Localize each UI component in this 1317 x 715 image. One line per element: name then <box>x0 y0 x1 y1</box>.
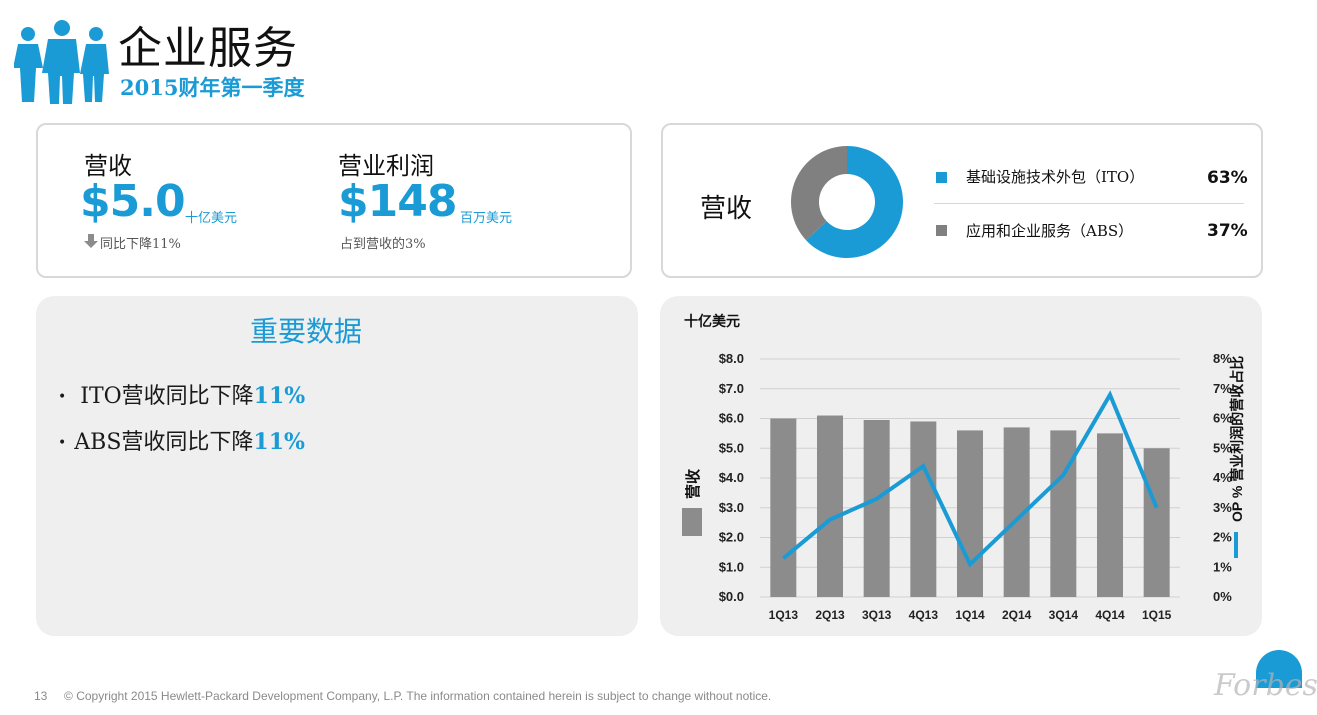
right-axis-label: OP % 营业利润的营收占比 <box>1229 356 1245 522</box>
people-icon <box>14 20 109 104</box>
legend-pct-ito: 63% <box>1207 168 1248 188</box>
x-tick-label: 3Q13 <box>862 608 892 622</box>
donut-slice-abs <box>791 146 847 241</box>
x-tick-label: 4Q14 <box>1095 608 1125 622</box>
operating-profit-label: 营业利润 <box>338 152 434 180</box>
bar <box>910 421 937 597</box>
bar <box>1097 433 1123 597</box>
donut-slice-ito <box>806 146 903 258</box>
bullet-dot: • <box>58 389 67 405</box>
y-tick-label-left: $4.0 <box>719 470 744 485</box>
legend-swatch-ito <box>936 172 947 183</box>
legend-swatch-abs <box>936 225 947 236</box>
bar <box>863 419 890 597</box>
revenue-label: 营收 <box>84 152 132 180</box>
page-title: 企业服务 <box>118 23 298 74</box>
revenue-mix-donut <box>791 146 903 258</box>
y-tick-label-right: 7% <box>1213 381 1232 396</box>
x-tick-label: 2Q13 <box>815 608 845 622</box>
legend-label-abs: 应用和企业服务（ABS） <box>966 222 1134 240</box>
y-tick-label-right: 6% <box>1213 411 1232 426</box>
revenue-unit: 十亿美元 <box>185 211 238 226</box>
bullet-dot: • <box>58 435 67 451</box>
y-tick-label-right: 5% <box>1213 440 1232 455</box>
highlights-title: 重要数据 <box>250 315 363 348</box>
highlight-text: ITO营收同比下降 <box>80 384 254 409</box>
bar <box>817 415 843 597</box>
highlights-panel <box>36 296 638 636</box>
y-tick-label-right: 2% <box>1213 530 1232 545</box>
left-axis-legend-swatch <box>682 508 702 536</box>
y-tick-label-right: 4% <box>1213 470 1232 485</box>
bar <box>957 430 983 597</box>
bar <box>770 418 797 597</box>
y-tick-label-left: $2.0 <box>719 530 744 545</box>
operating-profit-value: $148 <box>338 176 457 227</box>
y-tick-label-left: $1.0 <box>719 559 744 574</box>
y-tick-label-right: 8% <box>1213 351 1232 366</box>
highlight-item-ito: • ITO营收同比下降11% <box>58 378 305 410</box>
op-line <box>782 390 1159 568</box>
legend-divider <box>934 203 1244 204</box>
operating-profit-unit: 百万美元 <box>460 211 513 226</box>
down-arrow-icon <box>84 233 98 248</box>
y-tick-label-left: $0.0 <box>719 589 744 604</box>
highlight-text: ABS营收同比下降 <box>74 430 254 455</box>
page-subtitle: 2015财年第一季度 <box>120 75 305 100</box>
forbes-watermark: Forbes <box>1214 668 1317 703</box>
y-tick-label-right: 3% <box>1213 500 1232 515</box>
revenue-mix-panel <box>661 123 1263 278</box>
bar <box>1143 448 1170 597</box>
y-tick-label-right: 0% <box>1213 589 1232 604</box>
y-tick-label-left: $5.0 <box>719 440 744 455</box>
revenue-mix-label: 营收 <box>700 194 753 224</box>
legend-label-ito: 基础设施技术外包（ITO） <box>966 168 1145 186</box>
right-axis-legend-swatch <box>1234 532 1238 558</box>
revenue-value: $5.0 <box>80 176 186 227</box>
x-tick-label: 4Q13 <box>909 608 939 622</box>
y-tick-label-left: $3.0 <box>719 500 744 515</box>
page-number: 13 <box>34 689 48 703</box>
revenue-op-chart: $0.0 $1.0 $2.0 $3.0 $4.0 $5.0 $6.0 $7.0 $8.0 0% 1%… <box>682 313 1245 622</box>
x-tick-label: 3Q14 <box>1049 608 1079 622</box>
left-axis-label: 营收 <box>684 469 702 499</box>
y-tick-label-left: $6.0 <box>719 411 744 426</box>
x-tick-label: 1Q13 <box>769 608 799 622</box>
unit-label: 十亿美元 <box>684 313 740 329</box>
hp-logo <box>1256 650 1302 688</box>
y-tick-label-left: $8.0 <box>719 351 744 366</box>
operating-profit-note: 占到营收的3% <box>340 237 426 252</box>
highlight-item-abs: • ABS营收同比下降11% <box>58 424 305 456</box>
x-tick-label: 2Q14 <box>1002 608 1032 622</box>
copyright-text: © Copyright 2015 Hewlett-Packard Develop… <box>64 689 772 703</box>
highlight-value: 11% <box>253 429 305 455</box>
y-tick-label-right: 1% <box>1213 559 1232 574</box>
kpi-panel <box>36 123 632 278</box>
x-tick-label: 1Q15 <box>1142 608 1172 622</box>
y-tick-label-left: $7.0 <box>719 381 744 396</box>
x-tick-label: 1Q14 <box>955 608 985 622</box>
footer: 13 © Copyright 2015 Hewlett-Packard Deve… <box>34 689 771 703</box>
revenue-change-note: 同比下降11% <box>100 237 181 252</box>
highlight-value: 11% <box>253 383 306 409</box>
legend-pct-abs: 37% <box>1207 221 1248 241</box>
